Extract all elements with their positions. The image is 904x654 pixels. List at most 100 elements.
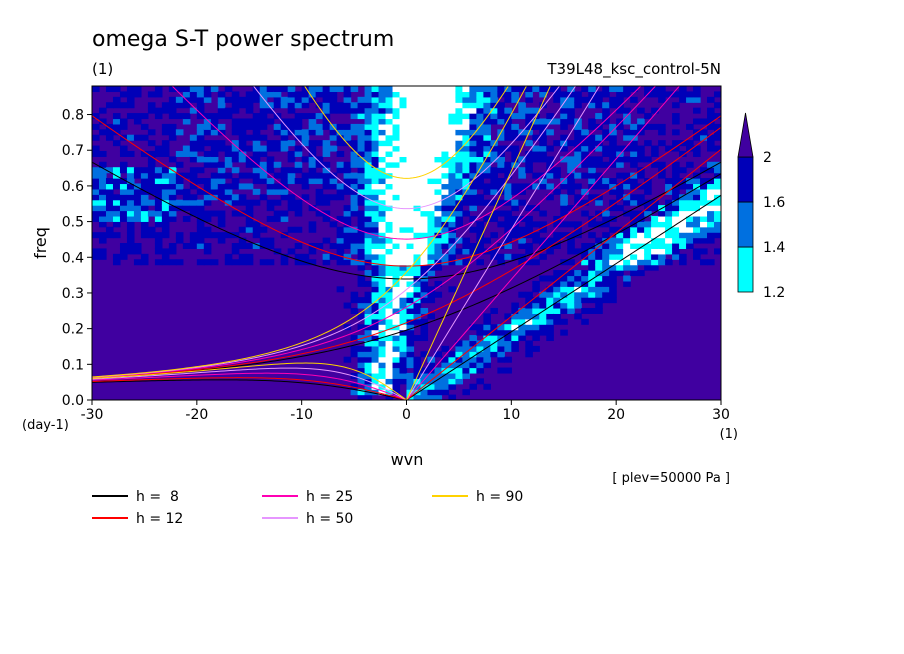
heatmap-cell [182, 150, 191, 157]
heatmap-cell [322, 102, 331, 109]
heatmap-cell [567, 286, 575, 293]
heatmap-cell [378, 307, 387, 314]
heatmap-cell [322, 178, 331, 185]
heatmap-cell [119, 215, 128, 222]
heatmap-cell [420, 383, 429, 390]
heatmap-cell [427, 161, 436, 168]
heatmap-cell [700, 248, 708, 255]
heatmap-cell [609, 96, 617, 103]
heatmap-cell [385, 210, 394, 217]
heatmap-cell [371, 145, 380, 152]
heatmap-cell [294, 210, 303, 217]
heatmap-cell [441, 150, 450, 157]
heatmap-cell [168, 205, 177, 212]
heatmap-cell [357, 134, 366, 141]
heatmap-cell [112, 118, 121, 125]
heatmap-cell [364, 297, 373, 304]
heatmap-cell [357, 178, 366, 185]
heatmap-cell [413, 96, 422, 103]
heatmap-cell [581, 145, 589, 152]
heatmap-cell [196, 167, 205, 174]
heatmap-cell [469, 123, 477, 130]
dispersion-curve-ig [171, 86, 642, 240]
heatmap-cell [238, 194, 247, 201]
heatmap-cell [350, 183, 359, 190]
heatmap-cell [301, 253, 310, 260]
legend-label: h = 90 [476, 489, 523, 505]
heatmap-cell [525, 140, 533, 147]
heatmap-cell [399, 345, 408, 352]
heatmap-cell [490, 335, 498, 342]
heatmap-cell [469, 194, 477, 201]
heatmap-cell [539, 145, 547, 152]
heatmap-cell [560, 123, 568, 130]
heatmap-cell [455, 113, 464, 120]
heatmap-cell [315, 102, 324, 109]
heatmap-cell [448, 156, 457, 163]
heatmap-cell [462, 118, 470, 125]
heatmap-cell [92, 210, 100, 217]
heatmap-cell [609, 286, 617, 293]
heatmap-cell [413, 318, 422, 325]
heatmap-cell [672, 237, 680, 244]
heatmap-cell [476, 161, 484, 168]
heatmap-cell [406, 123, 415, 130]
heatmap-cell [441, 232, 450, 239]
heatmap-cell [92, 215, 100, 222]
heatmap-cell [224, 150, 233, 157]
heatmap-cell [707, 215, 715, 222]
heatmap-cell [196, 243, 205, 250]
heatmap-cell [532, 297, 540, 304]
heatmap-cell [252, 113, 261, 120]
heatmap-cell [714, 221, 721, 228]
heatmap-cell [399, 156, 408, 163]
heatmap-cell [511, 113, 519, 120]
heatmap-cell [378, 172, 387, 179]
heatmap-cell [357, 150, 366, 157]
heatmap-cell [357, 96, 366, 103]
heatmap-cell [490, 183, 498, 190]
heatmap-cell [413, 140, 422, 147]
heatmap-cell [567, 259, 575, 266]
heatmap-cell [448, 96, 457, 103]
heatmap-cell [448, 167, 457, 174]
heatmap-cell [217, 178, 226, 185]
heatmap-cell [539, 91, 547, 98]
heatmap-cell [112, 210, 121, 217]
heatmap-cell [560, 199, 568, 206]
heatmap-cell [378, 275, 387, 282]
heatmap-cell [203, 226, 212, 233]
heatmap-cell [119, 243, 128, 250]
heatmap-cell [371, 226, 380, 233]
heatmap-cell [385, 102, 394, 109]
heatmap-cell [196, 237, 205, 244]
heatmap-cell [588, 118, 596, 125]
heatmap-cell [357, 356, 366, 363]
heatmap-cell [455, 150, 464, 157]
heatmap-cell [700, 129, 708, 136]
heatmap-cell [175, 172, 184, 179]
heatmap-cell [462, 107, 470, 114]
heatmap-cell [511, 324, 519, 331]
heatmap-cell [476, 129, 484, 136]
heatmap-cell [98, 178, 107, 185]
heatmap-cell [609, 270, 617, 277]
heatmap-cell [539, 329, 547, 336]
heatmap-cell [427, 215, 436, 222]
heatmap-cell [399, 86, 408, 93]
heatmap-cell [196, 134, 205, 141]
heatmap-cell [266, 91, 275, 98]
heatmap-cell [455, 215, 464, 222]
heatmap-cell [462, 372, 470, 379]
heatmap-cell [602, 270, 610, 277]
heatmap-cell [119, 91, 128, 98]
heatmap-cell [329, 178, 338, 185]
heatmap-cell [469, 345, 477, 352]
heatmap-cell [217, 145, 226, 152]
heatmap-cell [280, 259, 289, 266]
heatmap-cell [511, 340, 519, 347]
heatmap-cell [168, 129, 177, 136]
heatmap-cell [511, 123, 519, 130]
heatmap-cell [469, 199, 477, 206]
heatmap-cell [623, 129, 631, 136]
